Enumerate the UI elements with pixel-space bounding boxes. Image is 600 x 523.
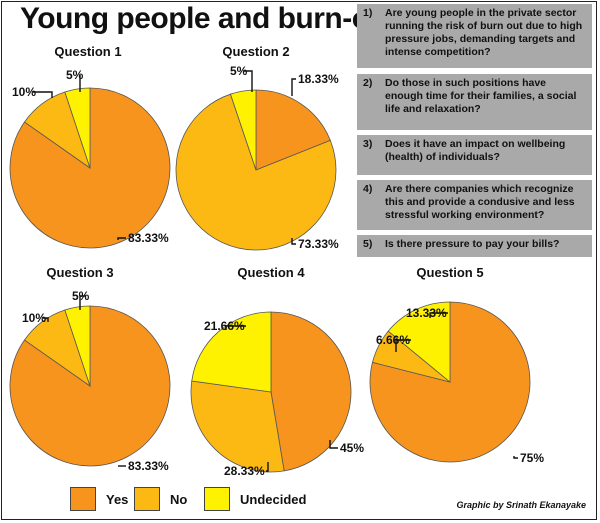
leader-line — [225, 325, 246, 330]
leader-line — [329, 440, 338, 449]
page-title: Young people and burn-out — [20, 2, 397, 35]
pie-chart-2: Question 2 18.33% 73.33% 5% — [175, 44, 339, 251]
leader-line — [117, 237, 126, 240]
pie-slice-no — [175, 93, 337, 251]
question-text: Are there companies which recognize this… — [385, 183, 575, 221]
pie-chart-1: Question 1 83.33% 10% 5% — [9, 44, 171, 249]
leader-line — [244, 70, 253, 92]
slice-label-yes: 75% — [520, 451, 544, 465]
question-box-4: 4) Are there companies which recognize t… — [357, 180, 592, 230]
slice-label-yes: 18.33% — [298, 72, 339, 86]
legend-item-undecided: Undecided — [204, 486, 306, 512]
question-text: Do those in such positions have enough t… — [385, 77, 577, 115]
legend-label: Yes — [106, 491, 129, 507]
leader-line — [266, 462, 269, 472]
question-text: Is there pressure to pay your bills? — [385, 238, 560, 250]
question-number: 4) — [363, 183, 373, 195]
pie-chart-3: Question 383.33%10%5% — [9, 265, 171, 473]
questions-panel: 1) Are young people in the private secto… — [357, 4, 592, 257]
slice-label-undecided: 13.33% — [406, 306, 447, 320]
leader-line — [395, 339, 411, 352]
chart-title: Question 3 — [46, 265, 113, 280]
chart-title: Question 5 — [416, 265, 483, 280]
pie-slice-yes — [270, 311, 352, 472]
question-text: Does it have an impact on wellbeing (hea… — [385, 138, 566, 163]
pie-chart-5: Question 5 75% 6.66% 13.33% — [369, 265, 544, 465]
question-box-1: 1) Are young people in the private secto… — [357, 4, 592, 68]
slice-label-no: 6.66% — [376, 333, 410, 347]
slice-label-yes: 83.33% — [128, 459, 169, 473]
question-number: 2) — [363, 77, 373, 89]
slice-label-no: 10% — [22, 311, 46, 325]
pie-slice-yes — [255, 89, 331, 171]
slice-label-no: 10% — [12, 85, 36, 99]
legend-label: Undecided — [240, 491, 307, 507]
question-number: 5) — [363, 238, 373, 250]
pie-slice-undecided — [387, 301, 451, 383]
pie-chart-4: Question 4 45% 28.33% 21.66% — [190, 265, 364, 478]
chart-title: Question 2 — [222, 44, 289, 59]
pie-slice-no — [190, 380, 285, 473]
leader-line — [79, 295, 86, 310]
slice-label-yes: 83.33% — [128, 231, 169, 245]
leader-line — [33, 91, 53, 98]
slice-label-no: 28.33% — [224, 464, 265, 478]
legend-item-no: No — [134, 486, 187, 512]
leader-line — [291, 78, 296, 96]
question-box-2: 2) Do those in such positions have enoug… — [357, 74, 592, 130]
pie-slice-undecided — [191, 311, 272, 393]
slice-label-no: 73.33% — [298, 237, 339, 251]
slice-label-undecided: 5% — [230, 64, 248, 78]
legend-swatch-yes — [70, 487, 96, 511]
chart-title: Question 1 — [54, 44, 121, 59]
leader-line — [43, 317, 49, 322]
question-box-5: 5) Is there pressure to pay your bills? — [357, 235, 592, 257]
legend-item-yes: Yes — [70, 486, 128, 512]
pie-slice-undecided — [229, 89, 257, 171]
question-box-3: 3) Does it have an impact on wellbeing (… — [357, 135, 592, 175]
leader-line — [291, 238, 296, 245]
leader-line — [429, 312, 448, 318]
question-number: 3) — [363, 138, 373, 150]
slice-label-undecided: 21.66% — [204, 319, 245, 333]
pie-slice-undecided — [64, 87, 91, 169]
question-text: Are young people in the private sector r… — [385, 7, 583, 58]
slice-label-undecided: 5% — [66, 68, 84, 82]
legend-label: No — [170, 491, 188, 507]
question-number: 1) — [363, 7, 373, 19]
graphic-credit: Graphic by Srinath Ekanayake — [456, 500, 586, 510]
chart-title: Question 4 — [237, 265, 305, 280]
leader-line — [513, 456, 518, 459]
legend-swatch-undecided — [204, 487, 230, 511]
legend-swatch-no — [134, 487, 160, 511]
pie-slice-undecided — [64, 305, 91, 387]
slice-label-yes: 45% — [340, 441, 364, 455]
